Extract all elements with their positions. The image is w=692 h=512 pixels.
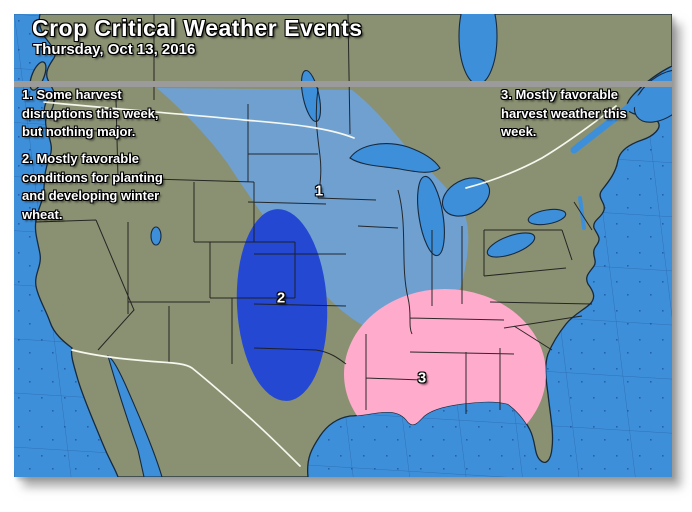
region-2-marker: 2 [276, 289, 286, 307]
map-date: Thursday, Oct 13, 2016 [33, 41, 196, 58]
us-mexico-border [71, 349, 301, 467]
gulf-of-california [107, 354, 163, 477]
state-boundaries [35, 14, 593, 414]
lake-ontario [527, 208, 567, 226]
st-lawrence-river [570, 82, 660, 154]
divider-band [14, 81, 672, 87]
lake-champlain [578, 196, 586, 230]
crop-weather-map: Crop Critical Weather Events Thursday, O… [14, 14, 672, 477]
north-america-basemap [14, 14, 672, 477]
region-1-marker: 1 [314, 182, 324, 200]
lake-superior [349, 143, 441, 173]
lake-michigan [417, 175, 445, 257]
lake-huron [441, 177, 491, 217]
annotation-region-2: 2. Mostly favorable conditions for plant… [22, 151, 163, 222]
lake-erie [486, 232, 536, 258]
annotation-region-1: 1. Some harvest disruptions this week, b… [22, 87, 159, 139]
region-3-marker: 3 [417, 369, 427, 387]
great-salt-lake [150, 226, 162, 246]
us-canada-border [43, 101, 617, 189]
annotation-region-3: 3. Mostly favorable harvest weather this… [501, 87, 627, 139]
map-title: Crop Critical Weather Events [32, 15, 363, 41]
